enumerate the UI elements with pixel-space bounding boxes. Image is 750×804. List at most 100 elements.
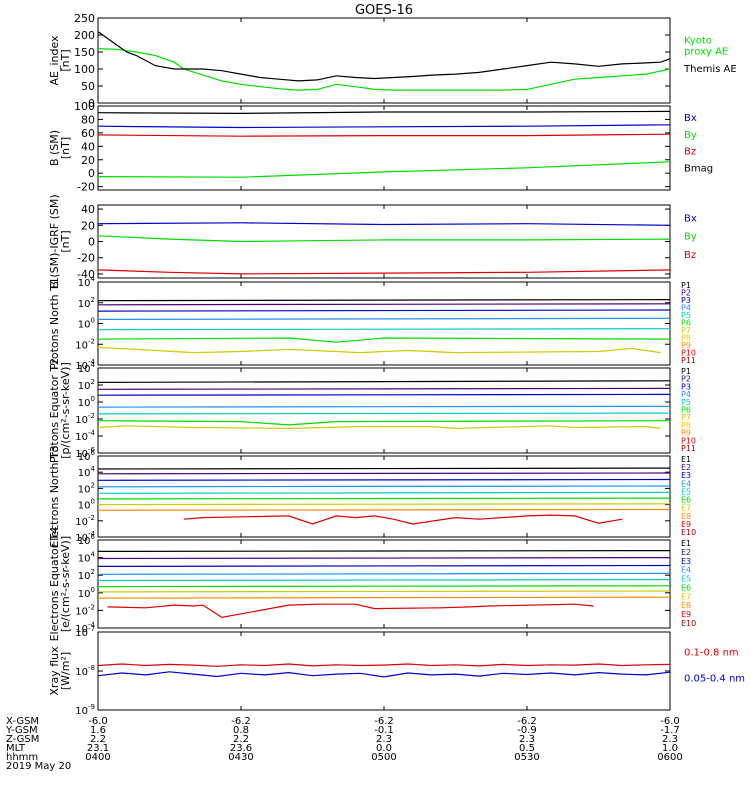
legend-label: P7 — [681, 413, 691, 422]
legend: 0.1-0.8 nm 0.05-0.4 nm — [684, 647, 745, 684]
y-tick-label: 10-2 — [75, 337, 95, 351]
y-tick-label: 10-4 — [75, 358, 95, 372]
legend-label: P11 — [681, 444, 696, 453]
legend-label: P10 — [681, 349, 696, 358]
y-axis-label: Protons Equator T2[p/(cm²-s-sr-keV)] — [48, 358, 72, 463]
y-tick-label: 0 — [88, 167, 95, 180]
series-line-e1 — [97, 549, 671, 553]
x-row-label: Z-GSM — [6, 734, 39, 745]
y-tick-label: 150 — [74, 46, 95, 59]
legend-label: E6 — [681, 496, 691, 505]
series-line-0-1-0-8-nm — [97, 663, 671, 667]
legend-label: E8 — [681, 512, 691, 521]
series-line-e1 — [97, 467, 671, 470]
y-tick-label: 0 — [88, 97, 95, 110]
series-line-e7 — [97, 590, 671, 593]
y-tick-label: 200 — [74, 29, 95, 42]
y-tick-label: 250 — [74, 12, 95, 25]
legend-label: P2 — [681, 289, 691, 298]
legend-label: Bx — [684, 113, 697, 124]
series-line-p4 — [97, 317, 671, 320]
y-axis-label: B (SM)-IGRF (SM)[nT] — [48, 194, 72, 288]
panel-bigrf: -40 -20 0 20 40 B (SM)-IGRF (SM)[nT] Bx By Bz — [48, 194, 697, 288]
legend-label: E2 — [681, 548, 691, 557]
y-tick-label: 100 — [74, 63, 95, 76]
legend-label: 0.05-0.4 nm — [684, 673, 745, 684]
y-tick-label: 10-2 — [75, 514, 95, 528]
x-row-value: 0400 — [85, 752, 110, 763]
series-line-p5 — [97, 328, 671, 331]
legend-label: E10 — [681, 619, 696, 628]
series-line-p1 — [97, 380, 671, 383]
series-line-p6 — [97, 420, 671, 426]
y-axis-label: AE_index[nT] — [48, 35, 72, 86]
legend-label: P10 — [681, 436, 696, 445]
chart-title: GOES-16 — [355, 3, 413, 18]
series-line-p2 — [97, 387, 671, 390]
x-row-value: 0.8 — [233, 725, 249, 736]
legend-label: Themis AE — [683, 64, 737, 75]
y-tick-label: 20 — [81, 219, 95, 232]
legend-label: P9 — [681, 429, 691, 438]
legend-label: E2 — [681, 463, 691, 472]
legend-label: E7 — [681, 504, 691, 513]
legend-label: E1 — [681, 539, 691, 548]
x-row-value: 1.0 — [662, 743, 678, 754]
y-tick-label: 102 — [78, 481, 95, 495]
y-tick-label: 10-7 — [75, 625, 95, 639]
y-tick-label: 10-4 — [75, 621, 95, 635]
y-tick-label: 10-9 — [75, 703, 95, 717]
y-tick-label: 20 — [81, 154, 95, 167]
y-tick-label: -20 — [77, 181, 95, 194]
y-tick-label: 50 — [81, 80, 95, 93]
series-line-e2 — [97, 472, 671, 475]
y-tick-label: 106 — [78, 533, 96, 547]
series-line-e3 — [97, 478, 671, 481]
x-row-value: -0.9 — [517, 725, 537, 736]
legend-label: P8 — [681, 334, 691, 343]
legend-label: P6 — [681, 406, 691, 415]
x-row-label: X-GSM — [6, 716, 39, 727]
x-row-value: 0600 — [657, 752, 682, 763]
y-tick-label: 106 — [78, 449, 96, 463]
series-line-by — [97, 161, 671, 178]
legend-label: E3 — [681, 557, 691, 566]
legend-label: P11 — [681, 356, 696, 365]
y-tick-label: 104 — [78, 361, 96, 375]
legend-label: P8 — [681, 421, 691, 430]
y-tick-label: 102 — [78, 568, 95, 582]
series-line-p7 — [97, 425, 661, 430]
legend-label: Bz — [684, 250, 696, 261]
legend-label: P9 — [681, 341, 691, 350]
legend-label: Bmag — [684, 164, 713, 175]
y-tick-label: 102 — [78, 378, 95, 392]
y-tick-label: -20 — [77, 252, 95, 265]
x-row-value: 2.2 — [90, 734, 106, 745]
legend-label: E4 — [681, 479, 691, 488]
series-line-e2 — [97, 556, 671, 560]
y-tick-label: 100 — [78, 586, 95, 600]
x-row-value: 1.6 — [90, 725, 106, 736]
series-line-p5 — [97, 412, 671, 415]
x-row-value: 2.3 — [376, 734, 392, 745]
legend-label: E8 — [681, 601, 691, 610]
series-line-0-05-0-4-nm — [97, 671, 671, 678]
legend-label: 0.1-0.8 nm — [684, 647, 739, 658]
series-line-bx — [97, 222, 671, 226]
panel-frame — [97, 631, 671, 711]
legend-label: E4 — [681, 566, 691, 575]
y-tick-label: 100 — [74, 100, 95, 113]
x-row-value: 23.6 — [230, 743, 252, 754]
series-line-p7 — [97, 346, 661, 354]
x-row-value: -1.7 — [660, 725, 680, 736]
series-line-p4 — [97, 405, 671, 408]
legend-label: Kyoto — [684, 36, 712, 47]
y-tick-label: 10-4 — [75, 429, 95, 443]
legend-label: P3 — [681, 382, 691, 391]
y-tick-label: 10-2 — [75, 603, 95, 617]
x-row-value: 0.0 — [376, 743, 392, 754]
